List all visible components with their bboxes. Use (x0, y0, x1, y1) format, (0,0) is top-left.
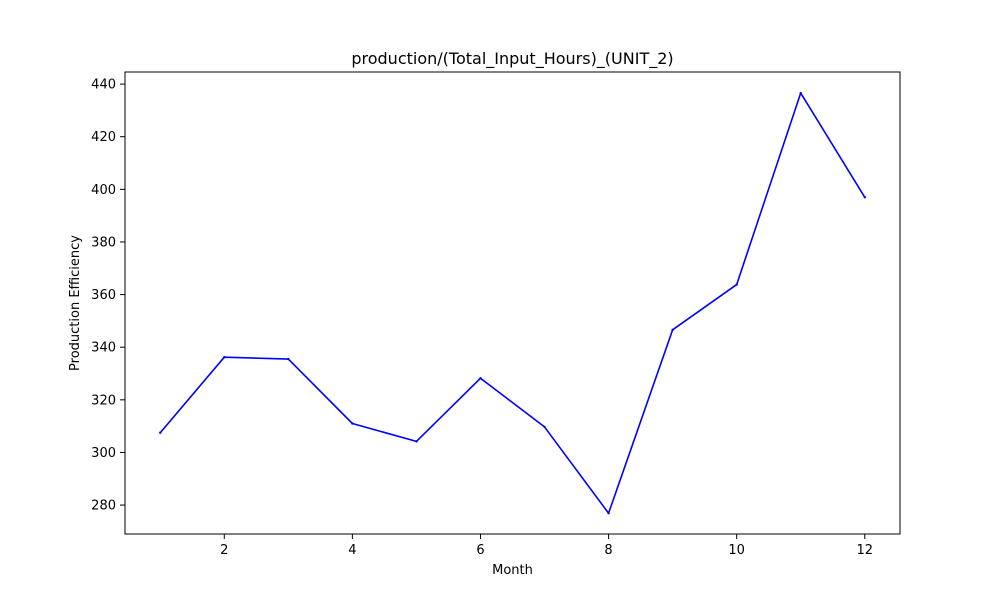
chart-title: production/(Total_Input_Hours)_(UNIT_2) (351, 49, 673, 69)
x-tick-label: 8 (604, 543, 612, 558)
y-axis-label: Production Efficiency (68, 235, 83, 371)
x-axis: 2 4 6 8 10 12 (220, 534, 873, 558)
data-point (223, 356, 226, 359)
data-point (799, 91, 802, 95)
y-tick-label: 300 (91, 446, 116, 461)
x-tick-label: 6 (476, 543, 484, 558)
series-group (159, 91, 866, 515)
x-tick-label: 12 (856, 543, 873, 558)
data-point (159, 431, 162, 434)
data-point (671, 328, 674, 332)
data-point (287, 357, 290, 361)
plot-area (124, 71, 901, 535)
plot-frame (124, 71, 901, 535)
series-line (159, 92, 866, 515)
y-tick-label: 360 (91, 288, 116, 303)
y-tick-label: 280 (91, 499, 116, 514)
data-point (351, 422, 354, 425)
data-point (543, 425, 546, 429)
x-axis-label: Month (492, 563, 533, 578)
x-tick-label: 10 (728, 543, 745, 558)
data-point (415, 440, 418, 443)
data-point (607, 512, 610, 515)
y-tick-label: 340 (91, 341, 116, 356)
data-point (735, 283, 738, 286)
y-tick-label: 320 (91, 393, 116, 408)
y-axis: 280 300 320 340 360 380 400 420 440 (91, 78, 125, 514)
data-point (863, 196, 866, 199)
data-point (479, 377, 482, 380)
x-tick-label: 4 (348, 543, 356, 558)
y-tick-label: 400 (91, 183, 116, 198)
y-tick-label: 440 (91, 78, 116, 93)
x-tick-label: 2 (220, 543, 228, 558)
y-tick-label: 380 (91, 235, 116, 250)
y-tick-label: 420 (91, 130, 116, 145)
